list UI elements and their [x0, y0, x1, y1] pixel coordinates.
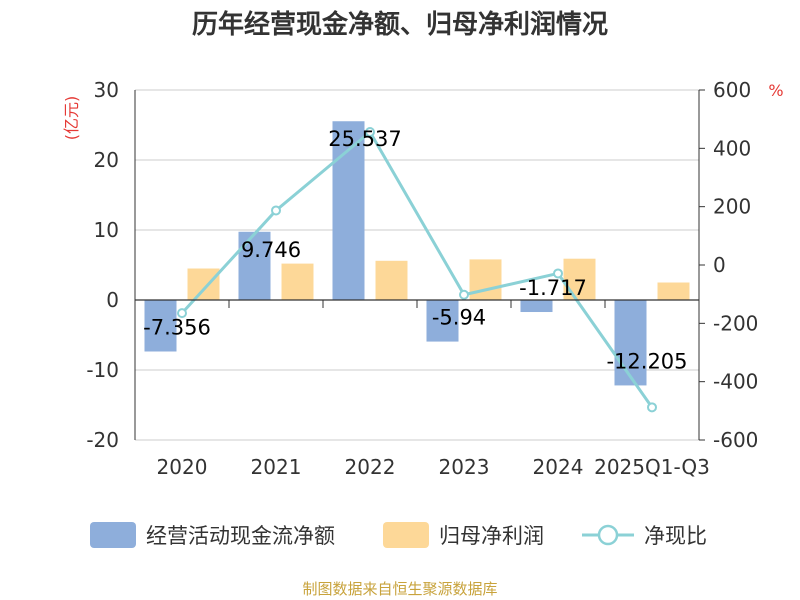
cashflow-bar	[144, 300, 177, 352]
right-tick-label: 400	[713, 136, 751, 160]
category-label: 2022	[345, 455, 396, 479]
ratio-point	[271, 205, 281, 216]
bar-data-label: 25.537	[328, 127, 401, 151]
right-tick-label: 0	[713, 253, 726, 277]
net-profit-bar	[281, 263, 314, 300]
axes: 30 20 10 0 -10 -20 600 400 200 0 -200 -400 -600 2020 2…	[86, 78, 758, 479]
legend-marker	[597, 524, 619, 546]
legend[interactable]: 经营活动现金流净额 归母净利润 净现比	[90, 522, 707, 548]
legend-item[interactable]: 归母净利润	[383, 522, 544, 548]
right-tick-label: -600	[713, 428, 758, 452]
right-tick-label: -200	[713, 311, 758, 335]
left-tick-label: -10	[86, 358, 119, 382]
bars	[144, 121, 690, 386]
ratio-line	[177, 127, 657, 413]
chart-title: 历年经营现金净额、归母净利润情况	[192, 9, 608, 40]
left-axis-unit: (亿元)	[62, 96, 81, 141]
grid	[135, 89, 699, 441]
data-labels: -7.356 9.746 25.537 -5.94 -1.717 -12.205	[143, 127, 687, 373]
bar-data-label: 9.746	[241, 238, 301, 262]
legend-swatch	[383, 522, 429, 548]
ratio-point	[553, 268, 563, 279]
category-label: 2020	[157, 455, 208, 479]
legend-label: 净现比	[644, 524, 707, 548]
cashflow-bar	[426, 300, 459, 342]
left-tick-label: 0	[106, 288, 119, 312]
ratio-point	[647, 402, 657, 413]
legend-label: 经营活动现金流净额	[146, 524, 335, 548]
category-label: 2023	[439, 455, 490, 479]
net-profit-bar	[187, 268, 220, 300]
net-profit-bar	[657, 282, 690, 300]
ratio-point	[365, 127, 375, 137]
net-profit-bar	[375, 260, 408, 300]
cashflow-bar	[238, 231, 271, 300]
left-tick-label: 30	[94, 78, 119, 102]
left-tick-label: -20	[86, 428, 119, 452]
ratio-line-path	[180, 129, 654, 409]
left-tick-label: 20	[94, 148, 119, 172]
legend-swatch	[90, 522, 136, 548]
category-label: 2025Q1-Q3	[594, 455, 710, 479]
bar-data-label: -1.717	[519, 276, 587, 300]
ratio-point	[177, 308, 187, 319]
ratio-point	[459, 289, 469, 300]
legend-label: 归母净利润	[439, 524, 544, 548]
bar-data-label: -7.356	[143, 315, 211, 339]
legend-item[interactable]: 经营活动现金流净额	[90, 522, 335, 548]
cashflow-bar	[520, 300, 553, 313]
right-tick-label: 600	[713, 78, 751, 102]
category-label: 2024	[533, 455, 584, 479]
bar-data-label: -12.205	[606, 349, 687, 373]
source-note: 制图数据来自恒生聚源数据库	[302, 580, 497, 598]
right-axis-unit: %	[768, 81, 783, 100]
category-label: 2021	[251, 455, 302, 479]
left-tick-label: 10	[94, 218, 119, 242]
bar-data-label: -5.94	[432, 306, 486, 330]
right-tick-label: 200	[713, 195, 751, 219]
cashflow-bar	[614, 300, 647, 386]
net-profit-bar	[563, 258, 596, 300]
right-tick-label: -400	[713, 370, 758, 394]
legend-item[interactable]: 净现比	[582, 524, 707, 548]
